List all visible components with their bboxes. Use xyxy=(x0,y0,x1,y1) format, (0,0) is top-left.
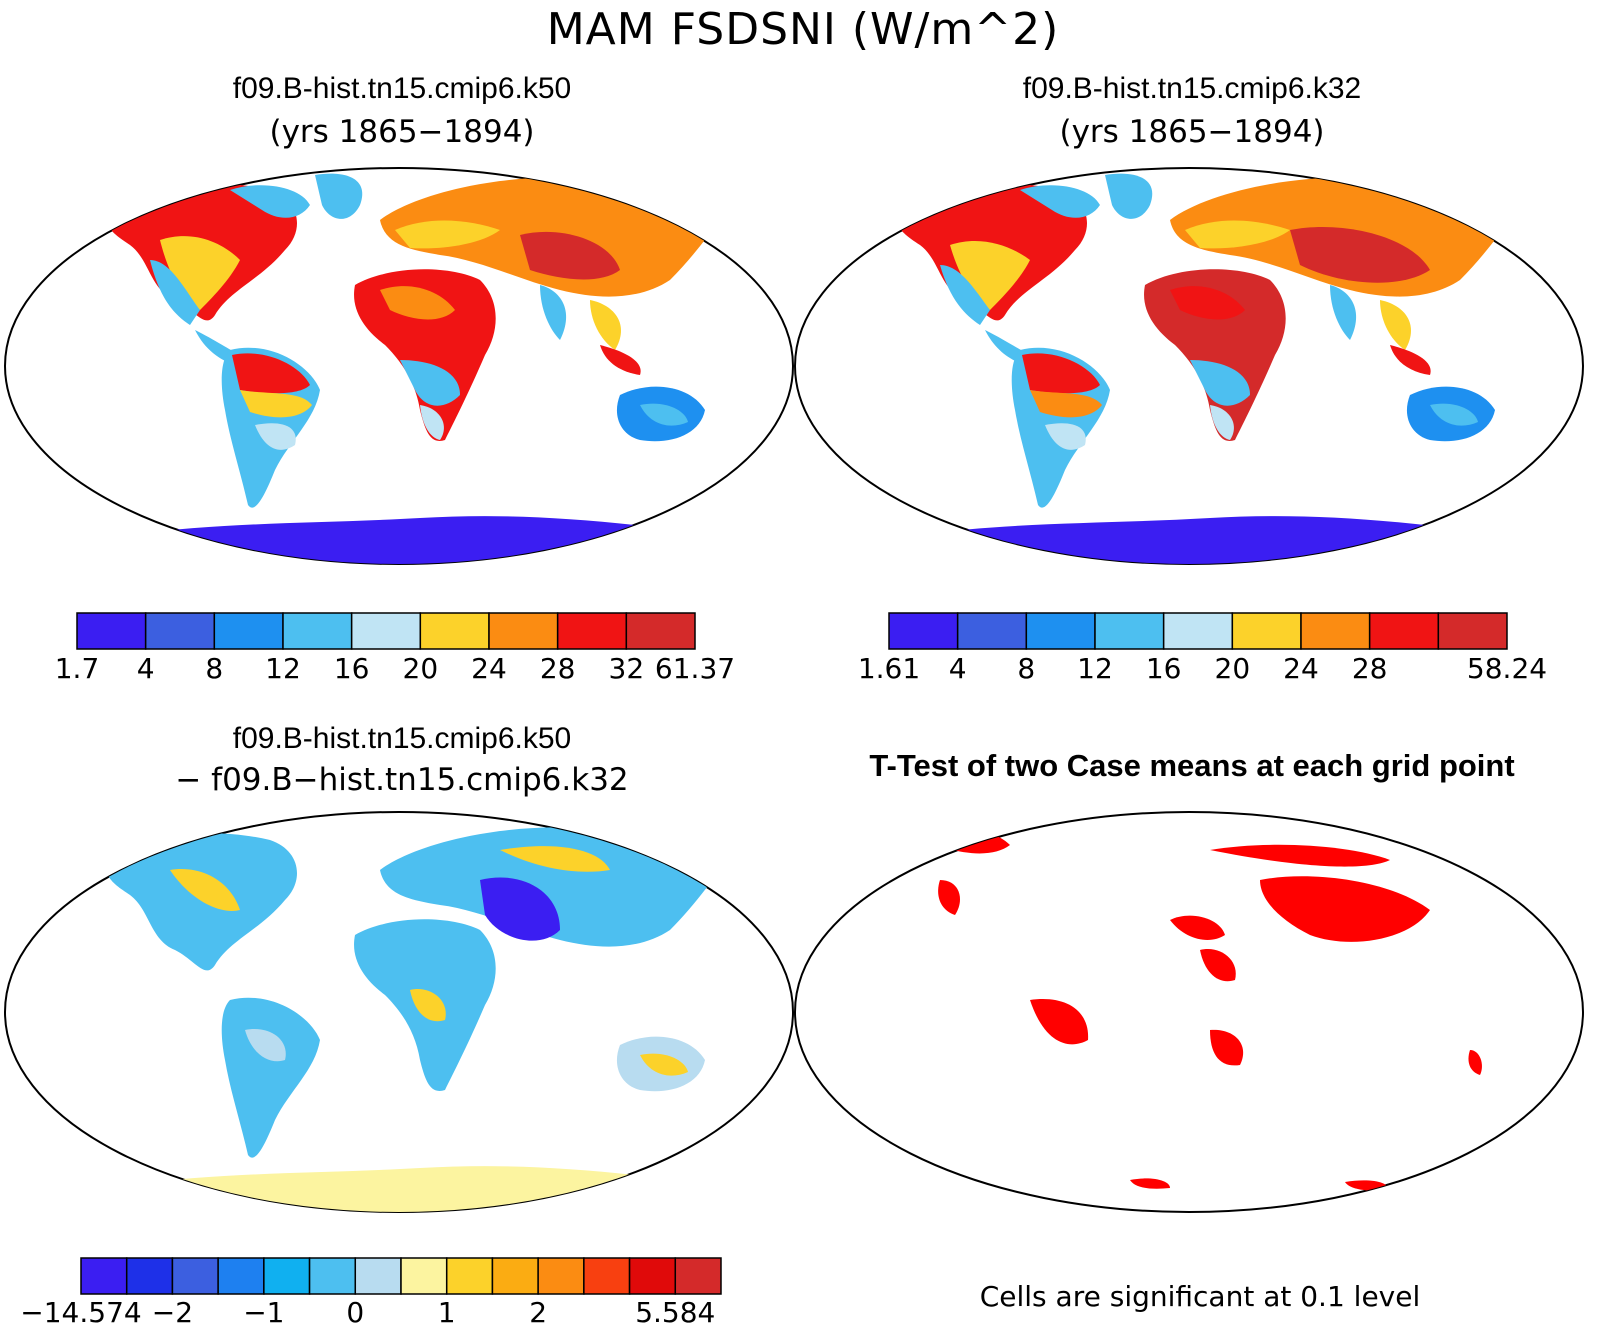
colorbar-swatch xyxy=(1437,612,1508,650)
colorbar-swatch xyxy=(1094,612,1165,650)
colorbar-tick-label: 16 xyxy=(333,652,370,685)
colorbar-tick-label: 1 xyxy=(437,1296,456,1329)
colorbar-swatch xyxy=(400,1257,448,1295)
colorbar-swatch xyxy=(354,1257,402,1295)
panel-ttest-title: T-Test of two Case means at each grid po… xyxy=(869,748,1515,783)
colorbar-swatch xyxy=(1162,612,1234,650)
colorbar-swatch xyxy=(956,612,1028,650)
colorbar-swatch xyxy=(556,612,628,650)
panel-k32-title: f09.B-hist.tn15.cmip6.k32 xyxy=(1022,72,1362,105)
colorbar-tick-label: 0 xyxy=(346,1296,365,1329)
panel-diff-subtitle: − f09.B−hist.tn15.cmip6.k32 xyxy=(175,762,629,798)
colorbar-tick-label: 8 xyxy=(205,652,224,685)
panel-k50-title: f09.B-hist.tn15.cmip6.k50 xyxy=(232,72,572,105)
colorbar-swatch xyxy=(888,612,959,650)
colorbar-swatch xyxy=(282,612,353,650)
colorbar-tick-label: 58.24 xyxy=(1466,652,1548,685)
colorbar-swatch xyxy=(1231,612,1302,650)
colorbar-tick-label: 1.7 xyxy=(54,652,100,685)
colorbar-tick-label: −14.574 xyxy=(20,1296,142,1329)
colorbar-tick-label: 4 xyxy=(136,652,155,685)
figure-title: MAM FSDSNI (W/m^2) xyxy=(546,4,1060,55)
colorbar-k32-labels: 1.61 4 8 12 16 20 24 28 58.24 xyxy=(858,652,1547,688)
map-k32 xyxy=(794,167,1584,565)
colorbar-tick-label: 5.584 xyxy=(635,1296,716,1329)
colorbar-tick-label: 4 xyxy=(948,652,967,685)
colorbar-swatch xyxy=(263,1257,311,1295)
colorbar-tick-label: 12 xyxy=(1077,652,1113,685)
colorbar-swatch xyxy=(1368,612,1440,650)
colorbar-swatch xyxy=(1025,612,1096,650)
colorbar-k50-labels: 1.7 4 8 12 16 20 24 28 32 61.37 xyxy=(55,652,735,688)
colorbar-tick-label: 32 xyxy=(608,652,645,685)
colorbar-tick-label: 24 xyxy=(1283,652,1319,685)
colorbar-swatch xyxy=(625,612,696,650)
colorbar-swatch xyxy=(1300,612,1371,650)
colorbar-tick-label: 20 xyxy=(1214,652,1251,685)
colorbar-tick-label: 28 xyxy=(539,652,576,685)
colorbar-swatch xyxy=(445,1257,494,1295)
panel-k50-subtitle: (yrs 1865−1894) xyxy=(269,114,535,150)
colorbar-tick-label: 12 xyxy=(265,652,301,685)
colorbar-swatch xyxy=(308,1257,357,1295)
colorbar-tick-label: 8 xyxy=(1017,652,1036,685)
colorbar-tick-label: 24 xyxy=(471,652,507,685)
colorbar-swatch xyxy=(217,1257,265,1295)
colorbar-swatch xyxy=(628,1257,677,1295)
colorbar-tick-label: −1 xyxy=(243,1296,285,1329)
colorbar-swatch xyxy=(213,612,284,650)
colorbar-swatch xyxy=(491,1257,539,1295)
map-k50 xyxy=(4,167,794,565)
colorbar-tick-label: 1.61 xyxy=(857,652,921,685)
colorbar-tick-label: 28 xyxy=(1351,652,1388,685)
colorbar-difference-labels: −14.574 −2 −1 0 1 2 5.584 xyxy=(20,1296,740,1329)
colorbar-swatch xyxy=(350,612,422,650)
colorbar-tick-label: 2 xyxy=(529,1296,548,1329)
colorbar-k32 xyxy=(888,612,1508,650)
colorbar-swatch xyxy=(488,612,559,650)
colorbar-tick-label: 16 xyxy=(1145,652,1182,685)
colorbar-difference xyxy=(80,1257,722,1295)
colorbar-swatch xyxy=(583,1257,631,1295)
colorbar-tick-label: 61.37 xyxy=(654,652,736,685)
colorbar-tick-label: 20 xyxy=(402,652,439,685)
colorbar-swatch xyxy=(537,1257,585,1295)
colorbar-swatch xyxy=(171,1257,219,1295)
colorbar-k50 xyxy=(76,612,696,650)
colorbar-swatch xyxy=(76,612,147,650)
panel-k32-subtitle: (yrs 1865−1894) xyxy=(1059,114,1325,150)
colorbar-tick-label: −2 xyxy=(151,1296,194,1329)
colorbar-swatch xyxy=(125,1257,174,1295)
colorbar-swatch xyxy=(419,612,490,650)
map-difference xyxy=(4,811,794,1213)
map-ttest xyxy=(794,811,1584,1213)
panel-diff-title: f09.B-hist.tn15.cmip6.k50 xyxy=(232,722,572,755)
ttest-footnote: Cells are significant at 0.1 level xyxy=(979,1280,1421,1313)
colorbar-swatch xyxy=(144,612,216,650)
colorbar-swatch xyxy=(674,1257,722,1295)
colorbar-swatch xyxy=(80,1257,128,1295)
